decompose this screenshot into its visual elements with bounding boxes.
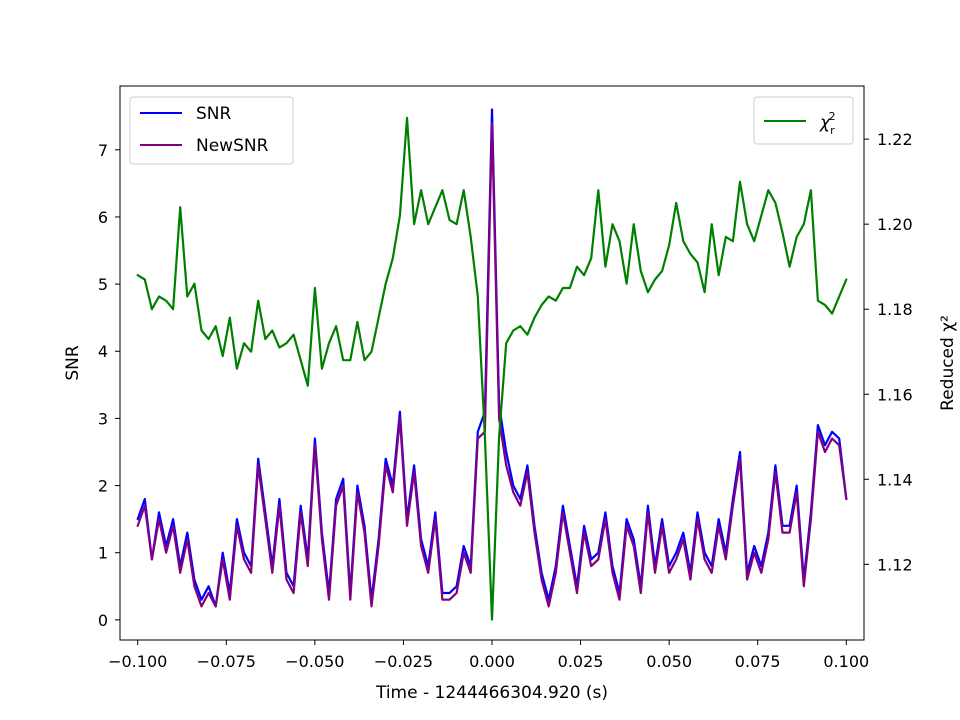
right-y-axis: 1.12 1.14 1.16 1.18 1.20 1.22 [864,130,913,574]
left-y-tick-label: 2 [98,477,108,496]
x-tick-label: −0.075 [197,652,256,671]
right-y-tick-label: 1.14 [877,470,913,489]
left-y-tick-label: 4 [98,342,108,361]
x-axis-title: Time - 1244466304.920 (s) [375,683,608,703]
left-y-tick-label: 1 [98,544,108,563]
x-tick-label: 0.100 [823,652,869,671]
series-line-chi2 [136,116,848,621]
legend-label-snr: SNR [196,104,232,124]
left-y-tick-label: 5 [98,275,108,294]
right-y-tick-label: 1.20 [877,215,913,234]
right-y-tick-label: 1.18 [877,300,913,319]
left-y-tick-label: 6 [98,208,108,227]
x-axis: −0.100 −0.075 −0.050 −0.025 0.000 0.025 0.050 0… [108,640,869,671]
legend-right: χr2 [753,96,854,145]
left-y-tick-label: 3 [98,409,108,428]
series-line-newsnr [136,121,848,608]
x-tick-label: 0.025 [558,652,604,671]
left-y-axis-title: SNR [63,345,83,381]
left-y-tick-label: 7 [98,141,108,160]
legend-label-newsnr: NewSNR [196,136,269,156]
x-tick-label: −0.050 [285,652,344,671]
x-tick-label: 0.075 [735,652,781,671]
right-y-tick-label: 1.12 [877,555,913,574]
right-y-tick-label: 1.16 [877,385,913,404]
right-y-axis-title: Reduced χ² [938,315,958,411]
x-tick-label: 0.000 [469,652,515,671]
left-y-tick-label: 0 [98,611,108,630]
series-layer [136,108,848,621]
x-tick-label: −0.025 [374,652,433,671]
left-y-axis: 0 1 2 3 4 5 6 7 [98,141,120,630]
x-tick-label: −0.100 [108,652,167,671]
x-tick-label: 0.050 [646,652,692,671]
right-y-tick-label: 1.22 [877,130,913,149]
legend-left: SNR NewSNR [129,96,294,165]
legend-label-chi2: χr2 [819,110,836,137]
